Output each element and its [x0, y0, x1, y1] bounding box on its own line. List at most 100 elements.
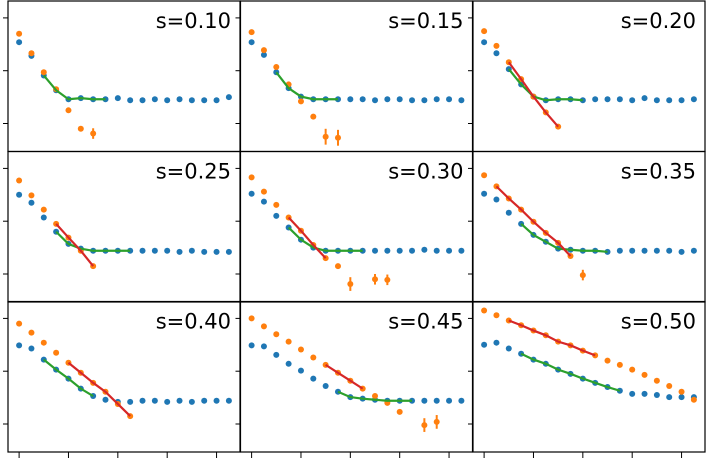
blue-point: [273, 351, 280, 358]
blue-point: [322, 382, 329, 389]
blue-point: [505, 209, 512, 216]
green-fit-line: [55, 230, 131, 252]
blue-point: [446, 247, 453, 254]
blue-point: [653, 97, 660, 104]
panel-label: s=0.50: [621, 310, 696, 334]
blue-point: [164, 398, 171, 405]
blue-point: [616, 247, 623, 254]
blue-point: [127, 398, 134, 405]
blue-point: [201, 97, 208, 104]
blue-point: [260, 343, 267, 350]
orange-point: [16, 30, 23, 37]
orange-point: [65, 107, 72, 114]
panel: s=0.40: [3, 300, 241, 458]
orange-point: [653, 377, 660, 384]
orange-point: [481, 28, 488, 35]
green-fit-line: [43, 358, 94, 397]
blue-point: [433, 397, 440, 404]
blue-point: [505, 345, 512, 352]
panel-label: s=0.45: [388, 310, 463, 334]
orange-point: [641, 371, 648, 378]
green-fit-line: [337, 390, 413, 402]
orange-point: [273, 64, 280, 71]
red-fit-line: [495, 185, 572, 257]
blue-point: [285, 360, 292, 367]
orange-point: [248, 29, 255, 36]
orange-point: [678, 388, 685, 395]
panel: s=0.35: [468, 150, 706, 303]
blue-point: [604, 96, 611, 103]
green-fit-line: [275, 71, 338, 101]
blue-point: [40, 214, 47, 221]
orange-point: [297, 98, 304, 105]
panel: s=0.45: [235, 300, 474, 458]
panel: s=0.20: [468, 0, 706, 153]
orange-point: [372, 393, 379, 400]
blue-point: [629, 390, 636, 397]
blue-point: [248, 190, 255, 197]
blue-point: [28, 199, 35, 206]
orange-point: [493, 42, 500, 49]
orange-point: [40, 69, 47, 76]
blue-point: [164, 97, 171, 104]
orange-point: [579, 272, 586, 279]
blue-point: [433, 247, 440, 254]
orange-point: [248, 174, 255, 181]
panel: s=0.50: [468, 300, 706, 458]
blue-point: [629, 97, 636, 104]
orange-point: [481, 172, 488, 179]
blue-point: [347, 96, 354, 103]
blue-point: [310, 375, 317, 382]
orange-point: [53, 349, 60, 356]
blue-point: [421, 397, 428, 404]
orange-point: [493, 312, 500, 319]
blue-point: [481, 341, 488, 348]
orange-point: [90, 130, 97, 137]
orange-point: [384, 276, 391, 283]
blue-point: [114, 95, 121, 102]
orange-point: [322, 133, 329, 140]
panel-label: s=0.30: [388, 160, 463, 184]
orange-point: [297, 346, 304, 353]
blue-point: [164, 247, 171, 254]
blue-point: [481, 39, 488, 46]
panel-label: s=0.40: [156, 310, 231, 334]
orange-point: [248, 315, 255, 322]
orange-point: [16, 320, 23, 327]
red-fit-line: [507, 61, 559, 128]
orange-point: [310, 113, 317, 120]
orange-point: [285, 338, 292, 345]
orange-point: [629, 366, 636, 373]
blue-point: [616, 96, 623, 103]
panel-label: s=0.35: [621, 160, 696, 184]
blue-point: [641, 95, 648, 102]
orange-point: [310, 354, 317, 361]
blue-point: [151, 96, 158, 103]
blue-point: [678, 394, 685, 401]
blue-point: [16, 342, 23, 349]
blue-point: [641, 390, 648, 397]
blue-point: [493, 196, 500, 203]
red-fit-line: [55, 223, 95, 267]
orange-point: [28, 50, 35, 57]
orange-point: [260, 188, 267, 195]
panel: s=0.30: [235, 150, 474, 303]
blue-point: [225, 94, 232, 101]
blue-point: [260, 198, 267, 205]
orange-point: [273, 331, 280, 338]
panel-label: s=0.15: [388, 9, 463, 33]
blue-point: [690, 247, 697, 254]
blue-point: [409, 247, 416, 254]
blue-point: [176, 248, 183, 255]
orange-point: [40, 339, 47, 346]
red-fit-line: [508, 319, 596, 357]
blue-point: [629, 247, 636, 254]
green-fit-line: [42, 74, 106, 101]
blue-point: [188, 398, 195, 405]
blue-point: [433, 96, 440, 103]
blue-point: [188, 97, 195, 104]
blue-point: [481, 190, 488, 197]
blue-point: [176, 96, 183, 103]
orange-point: [690, 396, 697, 403]
